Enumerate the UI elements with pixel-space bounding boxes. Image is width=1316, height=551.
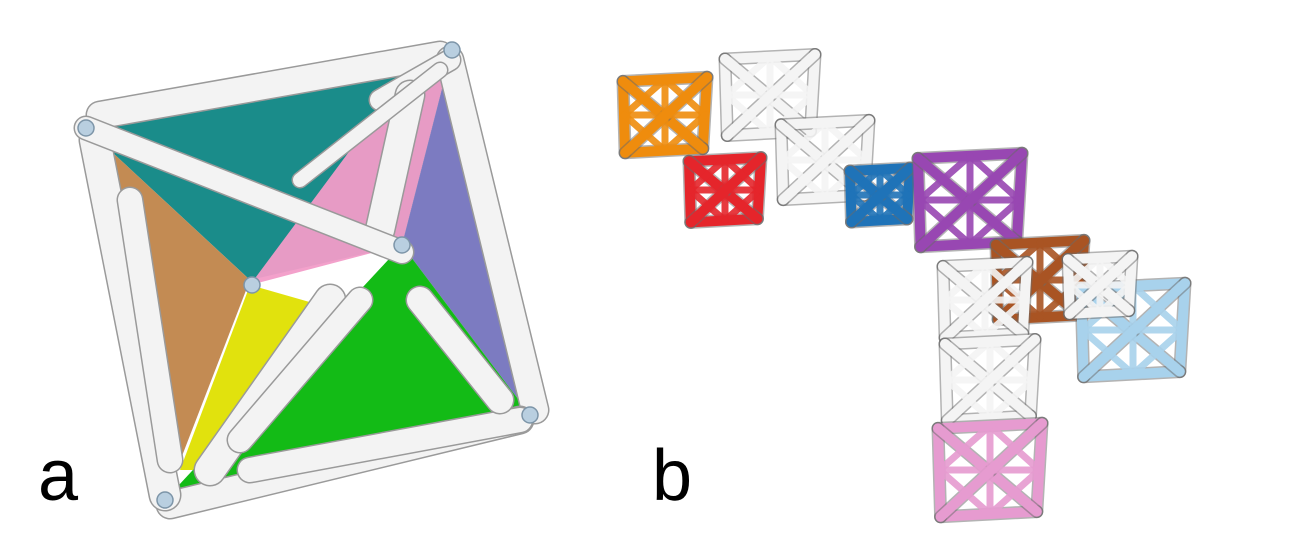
module-a-figure: [73, 40, 550, 520]
panel-a: a: [0, 0, 600, 551]
strut: [435, 45, 550, 425]
panel-b: b: [600, 0, 1316, 551]
face-yellow: [180, 285, 320, 470]
strut: [291, 61, 449, 189]
face-violet: [402, 50, 530, 415]
module-white-5: [1061, 249, 1139, 321]
panel-label-b: b: [652, 436, 693, 516]
module-purple: [911, 146, 1029, 254]
module-red: [682, 151, 768, 229]
strut: [85, 40, 455, 130]
strut: [364, 79, 426, 246]
node: [393, 236, 411, 254]
node: [156, 491, 174, 509]
strut: [116, 186, 184, 474]
module-blue: [843, 161, 917, 229]
module-orange: [616, 70, 714, 160]
node: [77, 119, 95, 137]
module-white-4: [938, 333, 1042, 427]
strut: [236, 406, 534, 484]
node: [521, 406, 539, 424]
module-rose: [931, 416, 1049, 524]
module-white-3: [936, 255, 1034, 345]
assembly-b-figure: [616, 48, 1192, 524]
central-rod: [73, 115, 415, 265]
strut: [405, 285, 515, 415]
panel-label-a: a: [38, 436, 79, 516]
struts-group: [78, 40, 550, 520]
node: [243, 276, 261, 294]
modules-group: [616, 48, 1192, 524]
nodes-group: [77, 41, 539, 509]
strut: [226, 286, 374, 454]
node: [443, 41, 461, 59]
